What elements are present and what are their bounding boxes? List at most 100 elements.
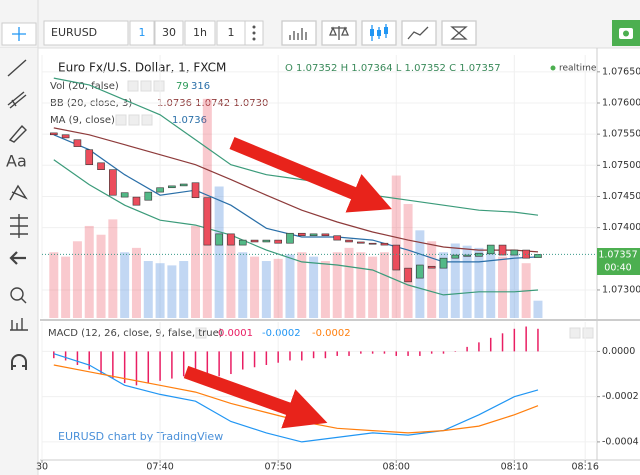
volume-bar [108, 219, 118, 318]
bb-values: 1.0736 1.0742 1.0730 [157, 98, 268, 109]
candle [274, 239, 282, 244]
magnet-tool[interactable] [11, 354, 27, 370]
candle [475, 252, 483, 257]
candle [156, 187, 164, 193]
candle [109, 169, 117, 196]
candle [179, 183, 188, 187]
volume-bar [498, 256, 508, 318]
ma-value: 1.0736 [172, 115, 207, 126]
histogram-bar [360, 351, 362, 354]
volume-bar [261, 261, 271, 318]
volume-bar [226, 234, 236, 318]
macd-line [53, 353, 539, 443]
histogram-bar [348, 351, 350, 356]
histogram-bar [454, 351, 457, 352]
y-tick-label: 0.0000 [602, 346, 635, 357]
y-tick-label: -0.0004 [602, 436, 639, 447]
candle [144, 191, 153, 201]
vol-value: 79 [176, 81, 189, 92]
histogram-bar [301, 351, 303, 361]
indicator-line [53, 127, 539, 253]
candle [132, 196, 141, 206]
histogram-bar [383, 351, 386, 354]
fib-tool[interactable] [10, 214, 28, 238]
symbol: EURUSD [51, 26, 97, 39]
macd-hist-value: 0.0001 [218, 328, 253, 339]
candle [262, 239, 271, 243]
interval-button[interactable] [184, 20, 216, 46]
macd-signal-value: -0.0002 [312, 328, 351, 339]
symbol-input[interactable] [43, 20, 129, 46]
volume-bar [379, 252, 389, 318]
y-tick-label: 1.07300 [602, 284, 640, 295]
annotation-arrow [229, 136, 392, 213]
histogram-bar [64, 351, 67, 361]
macd-value: -0.0002 [262, 328, 301, 339]
volume-bar [403, 204, 413, 318]
x-tick-label: 08:16 [571, 462, 598, 473]
countdown: 00:40 [604, 263, 631, 274]
candle [439, 257, 448, 269]
volume-bar [438, 252, 448, 318]
candle [463, 254, 471, 257]
x-tick-label: 08:10 [501, 462, 528, 473]
volume-bar [96, 234, 106, 318]
watermark: EURUSD chart by TradingView [58, 430, 223, 443]
histogram-bar [159, 351, 161, 381]
histogram-bar [241, 351, 244, 370]
volume-bar [167, 265, 177, 318]
y-tick-label: 1.07500 [602, 160, 640, 171]
candle [368, 242, 377, 245]
pitchfork-tool[interactable] [7, 91, 27, 109]
trend-line-tool[interactable] [7, 59, 27, 77]
volume-bar [191, 225, 201, 318]
chart-title: Euro Fx/U.S. Dollar, 1, FXCM [58, 61, 226, 75]
volume-bar [49, 252, 59, 318]
text-tool[interactable]: Aa [6, 152, 27, 171]
indicators-button[interactable] [281, 20, 317, 46]
candle [357, 241, 365, 244]
volume-bar [297, 252, 307, 318]
volume-bar [72, 241, 82, 318]
zoom-tool[interactable] [10, 287, 24, 301]
interval-button[interactable] [154, 20, 184, 46]
candle [203, 197, 212, 246]
histogram-bar [395, 351, 398, 356]
histogram-bar [147, 351, 150, 384]
candle [451, 254, 460, 259]
pattern-tool[interactable] [9, 184, 28, 201]
candle [97, 162, 105, 170]
volume-bar [155, 263, 165, 318]
last-price-box [597, 248, 640, 275]
back-tool[interactable] [9, 251, 26, 265]
volume-bar [131, 247, 141, 318]
histogram-bar [442, 351, 445, 354]
indicator-line [53, 134, 539, 263]
candle [309, 233, 318, 237]
interval-button[interactable] [129, 20, 155, 46]
line-type-button[interactable] [401, 20, 437, 46]
y-tick-label: -0.0002 [602, 391, 639, 402]
interval: 1h [193, 26, 207, 39]
volume-bar [533, 300, 543, 318]
volume-bar [238, 252, 248, 318]
y-tick-label: 1.07650 [602, 66, 640, 77]
brush-tool[interactable] [8, 124, 27, 143]
histogram-bar [53, 351, 55, 359]
interval: 1 [139, 26, 146, 39]
histogram-bar [182, 351, 185, 377]
candle [215, 233, 223, 246]
indicator-line [53, 77, 539, 216]
x-tick-label: 07:50 [264, 462, 291, 473]
candle [404, 267, 412, 283]
volume-bar [450, 243, 460, 318]
candle [486, 244, 495, 255]
volume-bar [320, 261, 330, 318]
volume-bar [462, 245, 472, 318]
volume-bar [285, 254, 295, 318]
histogram-bar [171, 351, 173, 379]
measure-tool[interactable] [10, 318, 28, 331]
volume-bar [120, 252, 130, 318]
volume-bar [474, 247, 484, 318]
